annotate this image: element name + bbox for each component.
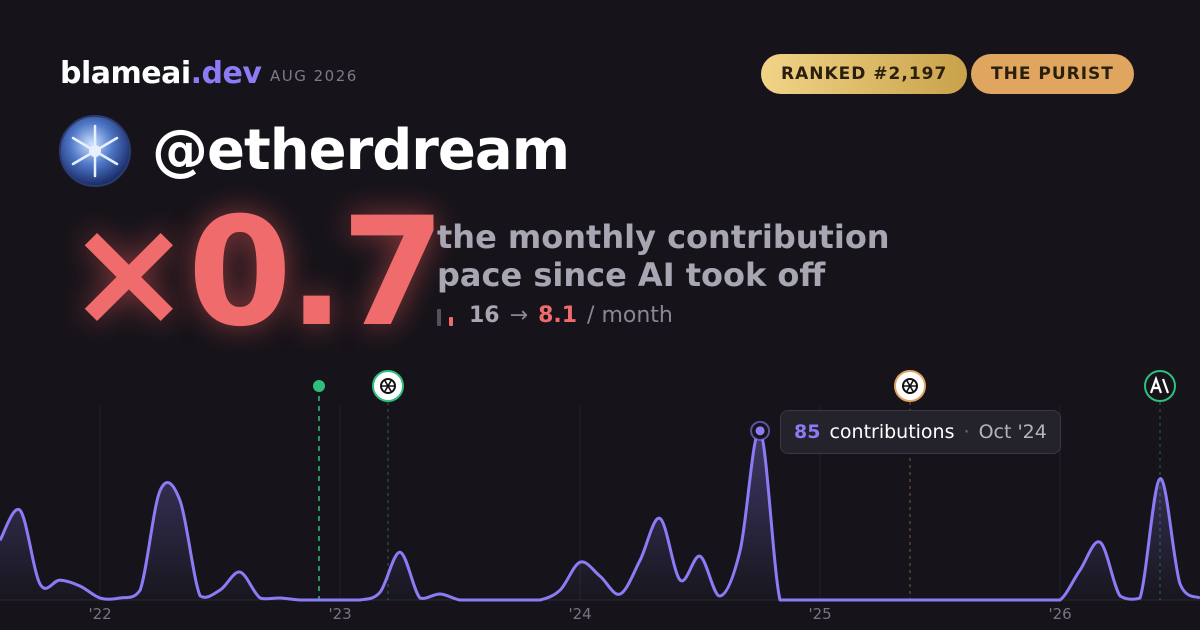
highlight-point [755, 426, 765, 436]
x-tick-label: '24 [568, 605, 591, 623]
pace-unit: / month [587, 303, 673, 328]
pace-arrow: → [509, 303, 529, 328]
area-fill [0, 430, 1200, 600]
pace: 16 → 8.1 / month [437, 303, 673, 328]
tooltip-label: contributions [829, 421, 955, 443]
brand-tld: .dev [190, 56, 262, 91]
event-dot [313, 380, 325, 392]
caption: pace since AI took off [437, 256, 826, 294]
model-icon [372, 370, 404, 402]
handle: @etherdream [152, 118, 570, 183]
x-tick-label: '23 [328, 605, 351, 623]
x-tick-label: '22 [88, 605, 111, 623]
type-badge: THE PURIST [971, 54, 1134, 94]
tooltip-date: Oct '24 [978, 421, 1047, 443]
brand-name: blameai [60, 56, 191, 91]
multiplier: ×0.7 [66, 186, 445, 360]
avatar [59, 115, 131, 187]
model-icon [1144, 370, 1176, 402]
pace-before: 16 [469, 303, 500, 328]
tooltip: 85 contributions · Oct '24 [780, 410, 1061, 454]
period: AUG 2026 [270, 67, 358, 85]
rank-badge: RANKED #2,197 [761, 54, 968, 94]
x-tick-label: '26 [1048, 605, 1071, 623]
x-tick-label: '25 [808, 605, 831, 623]
pace-after: 8.1 [538, 303, 578, 328]
tooltip-value: 85 [794, 421, 821, 443]
brand: blameai.dev [60, 56, 262, 91]
pace-icon [437, 309, 453, 326]
tooltip-separator: · [963, 421, 970, 443]
model-icon [894, 370, 926, 402]
caption: the monthly contribution [437, 218, 890, 256]
line [0, 429, 1200, 602]
